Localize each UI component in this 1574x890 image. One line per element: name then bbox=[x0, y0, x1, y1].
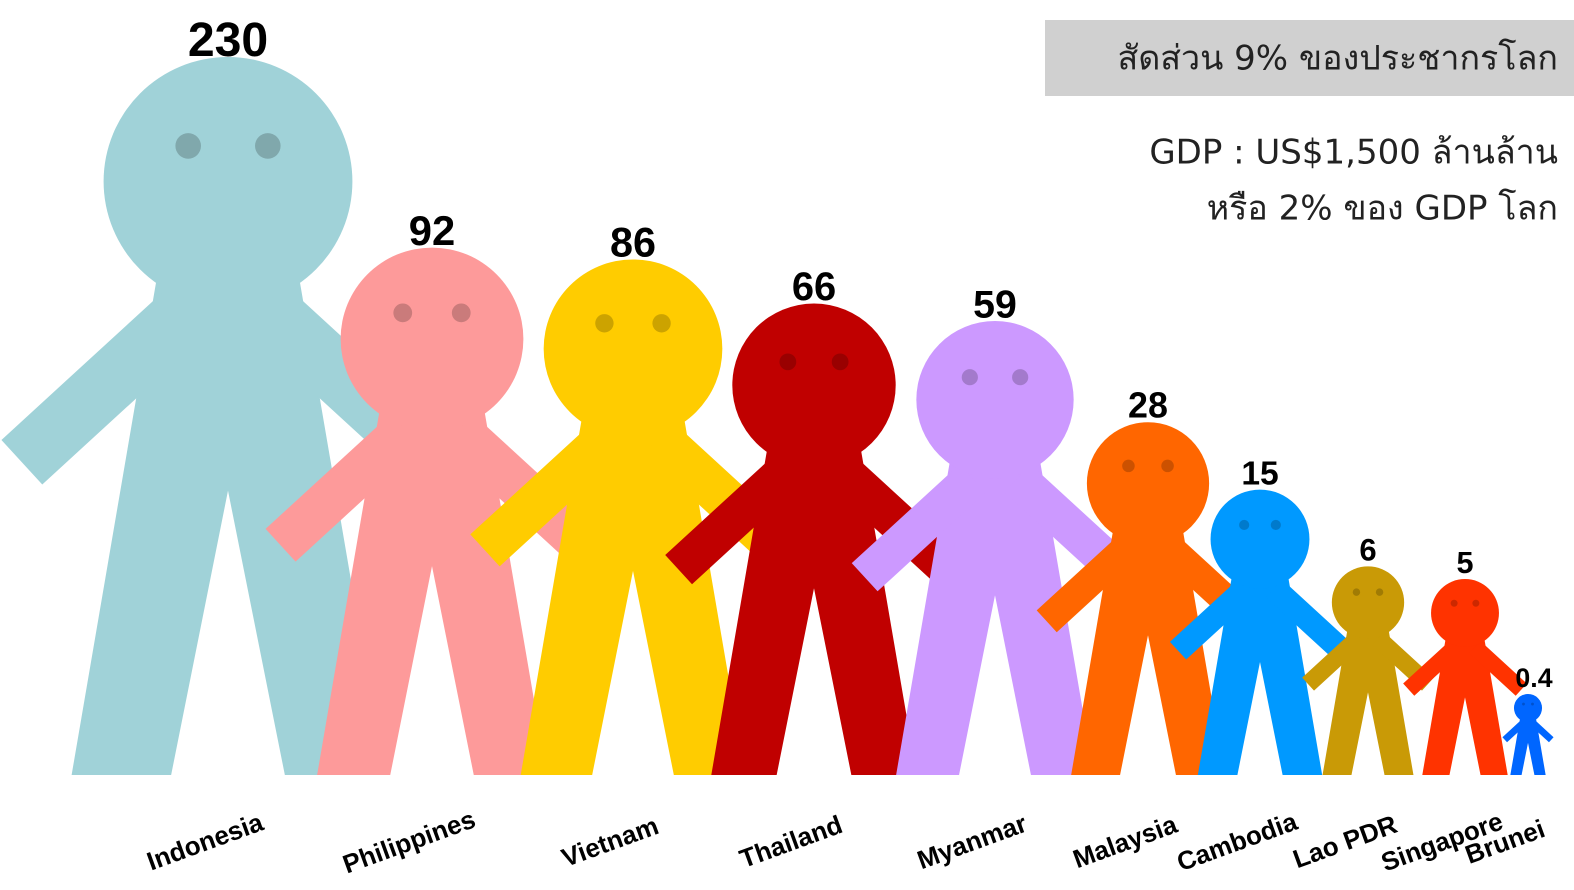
eye bbox=[1450, 599, 1458, 607]
value-label: 92 bbox=[409, 207, 455, 254]
arm bbox=[823, 452, 963, 585]
arm bbox=[1302, 632, 1364, 691]
head bbox=[732, 303, 896, 467]
body bbox=[71, 277, 385, 775]
head bbox=[1431, 578, 1499, 647]
body bbox=[1071, 530, 1225, 775]
head bbox=[1331, 566, 1405, 639]
eye bbox=[1122, 459, 1135, 473]
head bbox=[916, 321, 1074, 479]
x-tick-label: Philippines bbox=[339, 804, 480, 880]
arm bbox=[1169, 579, 1254, 660]
arm bbox=[1036, 533, 1141, 633]
x-tick-label: Myanmar bbox=[913, 808, 1031, 875]
eye bbox=[1239, 519, 1250, 531]
person-figure bbox=[1502, 693, 1554, 775]
arm bbox=[1, 283, 213, 485]
person-figure bbox=[1302, 566, 1434, 775]
eye bbox=[961, 369, 978, 386]
annotation-box bbox=[1045, 20, 1574, 96]
eye bbox=[1161, 459, 1174, 473]
head bbox=[1086, 422, 1210, 545]
arm bbox=[470, 422, 623, 567]
head bbox=[1513, 693, 1543, 723]
person-figure bbox=[265, 247, 599, 775]
person-figure bbox=[1403, 578, 1527, 775]
eye bbox=[1375, 588, 1384, 596]
arm bbox=[1469, 640, 1527, 696]
eye bbox=[175, 133, 201, 159]
eye bbox=[831, 353, 849, 371]
arm bbox=[265, 414, 421, 562]
annotation: หรือ 2% ของ GDP โลก bbox=[1207, 189, 1558, 229]
eye bbox=[393, 303, 413, 323]
person-figure bbox=[470, 259, 796, 775]
x-tick-label: Cambodia bbox=[1173, 806, 1302, 877]
value-label: 59 bbox=[973, 283, 1017, 327]
body bbox=[1510, 718, 1546, 775]
value-label: 66 bbox=[792, 265, 836, 309]
eye bbox=[1352, 588, 1361, 596]
body bbox=[1197, 577, 1323, 775]
value-label: 5 bbox=[1456, 546, 1473, 580]
arm bbox=[851, 464, 986, 592]
body bbox=[1322, 630, 1414, 775]
annotation: สัดส่วน 9% ของประชากรโลก bbox=[1117, 39, 1558, 79]
eye bbox=[1270, 519, 1281, 531]
head bbox=[340, 247, 524, 431]
eye bbox=[779, 353, 797, 371]
figures bbox=[1, 57, 1554, 775]
body bbox=[317, 409, 547, 775]
eye bbox=[595, 314, 614, 333]
x-tick-label: Indonesia bbox=[143, 807, 268, 877]
arm bbox=[1502, 719, 1527, 743]
eye bbox=[1472, 599, 1480, 607]
eye bbox=[652, 314, 671, 333]
person-figure bbox=[1169, 489, 1351, 775]
value-label: 6 bbox=[1359, 532, 1376, 567]
arm bbox=[665, 452, 805, 585]
head bbox=[103, 57, 353, 306]
eye bbox=[451, 303, 471, 323]
value-label: 15 bbox=[1241, 455, 1278, 492]
value-label: 0.4 bbox=[1515, 663, 1552, 693]
eye bbox=[255, 133, 281, 159]
arm bbox=[1266, 579, 1351, 660]
x-tick-label: Vietnam bbox=[557, 810, 662, 873]
eye bbox=[1531, 702, 1534, 706]
body bbox=[1422, 639, 1508, 775]
value-label: 28 bbox=[1128, 386, 1168, 426]
eye bbox=[1522, 702, 1525, 706]
head bbox=[543, 259, 723, 439]
x-tick-label: Thailand bbox=[736, 809, 847, 874]
value-label: 86 bbox=[610, 220, 656, 266]
body bbox=[896, 460, 1094, 775]
body bbox=[711, 448, 917, 775]
eye bbox=[1012, 369, 1029, 386]
head bbox=[1210, 489, 1310, 589]
person-figure bbox=[665, 303, 963, 775]
x-tick-label: Malaysia bbox=[1069, 809, 1182, 874]
arm bbox=[1403, 640, 1461, 696]
body bbox=[520, 417, 746, 775]
annotation: GDP : US$1,500 ล้านล้าน bbox=[1149, 133, 1558, 173]
value-label: 230 bbox=[188, 13, 268, 67]
arm bbox=[1529, 719, 1554, 743]
arm bbox=[443, 414, 599, 562]
